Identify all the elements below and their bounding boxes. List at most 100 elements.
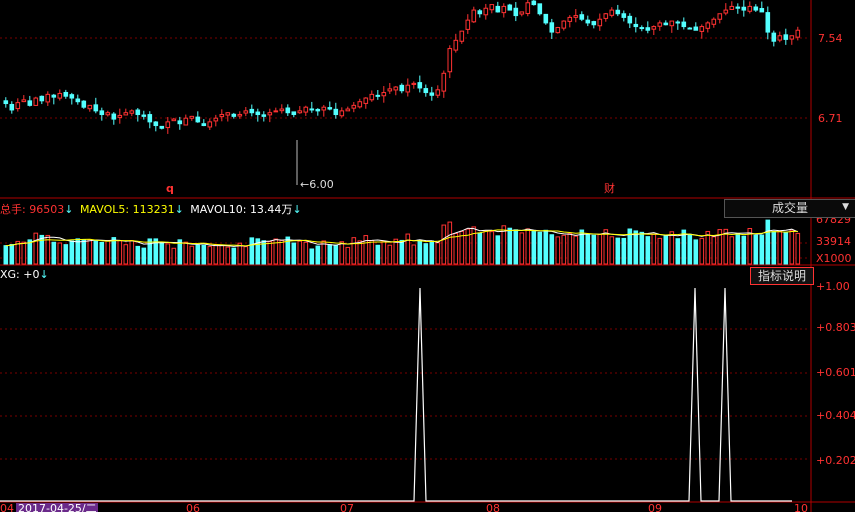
candle-body [297, 110, 303, 114]
candle-body [27, 100, 33, 106]
candle-body [123, 112, 129, 116]
volume-bar [573, 235, 579, 265]
volume-bar [783, 232, 789, 265]
candle-body [141, 114, 147, 117]
candle-body [699, 26, 705, 32]
candle-body [597, 18, 603, 27]
candle-body [339, 110, 345, 117]
volume-bar [465, 228, 471, 265]
candle-body [51, 94, 57, 98]
volume-bar [39, 234, 45, 265]
volume-bar [255, 238, 261, 265]
volume-bar [183, 241, 189, 265]
volume-bar [399, 239, 405, 265]
candle-body [501, 5, 507, 14]
candle-body [645, 27, 651, 31]
volume-bar [489, 231, 495, 265]
candle-body [513, 7, 519, 17]
candle-body [561, 20, 567, 29]
vol-tick-2: 33914 [816, 235, 851, 248]
volume-bar [21, 241, 27, 265]
candle-body [63, 91, 69, 97]
candle-body [795, 29, 801, 38]
candle-body [465, 19, 471, 30]
help-button-label: 指标说明 [757, 269, 806, 283]
volume-bar [111, 237, 117, 265]
volume-bar [441, 224, 447, 265]
candle-body [453, 39, 459, 51]
volume-bar [99, 241, 105, 265]
selector-label: 成交量 [771, 201, 808, 215]
mavol10-value: 13.44万 [249, 203, 293, 216]
volume-bar [609, 236, 615, 265]
volume-bar [483, 230, 489, 265]
candle-body [585, 19, 591, 24]
volume-bar [453, 232, 459, 265]
volume-bar [225, 246, 231, 265]
event-marker-cai: 财 [604, 181, 615, 195]
candle-body [555, 26, 561, 34]
candle-body [417, 82, 423, 89]
candle-body [483, 7, 489, 16]
volume-bar [309, 248, 315, 265]
volume-bar [75, 238, 81, 265]
volume-bar [537, 231, 543, 265]
candle-body [435, 89, 441, 96]
candle-body [387, 88, 393, 92]
arrow-down-icon: ↓ [64, 203, 74, 216]
candle-body [675, 21, 681, 24]
volume-bar [657, 237, 663, 265]
candle-body [273, 110, 279, 113]
candle-body [255, 111, 261, 116]
candle-body [69, 94, 75, 99]
volume-bar [543, 229, 549, 265]
candle-body [93, 104, 99, 112]
candle-body [225, 112, 231, 116]
candle-body [345, 108, 351, 112]
volume-bar [243, 246, 249, 265]
signal-spikes [0, 287, 792, 502]
candle-body [309, 108, 315, 111]
candle-body [111, 113, 117, 120]
volume-bar [711, 236, 717, 265]
candle-body [711, 18, 717, 25]
candle-body [87, 104, 93, 110]
candle-body [183, 117, 189, 126]
volume-bar [231, 247, 237, 265]
volume-bar [141, 247, 147, 265]
volume-bar [105, 239, 111, 265]
indicator-selector[interactable]: 成交量 ▼ [724, 199, 855, 218]
candle-body [459, 30, 465, 42]
candle-body [735, 6, 741, 9]
candle-body [759, 8, 765, 13]
volume-bar [237, 242, 243, 265]
candle-body [279, 108, 285, 112]
candle-body [423, 88, 429, 94]
candle-body [687, 27, 693, 30]
candle-body [393, 86, 399, 91]
candle-body [507, 4, 513, 11]
xg-tick-3: +0.601 [816, 366, 855, 379]
candle-body [369, 93, 375, 101]
candle-body [681, 21, 687, 28]
volume-bar [699, 237, 705, 265]
volume-bar [57, 242, 63, 265]
candle-body [231, 113, 237, 117]
candle-body [135, 109, 141, 116]
volume-bar [345, 246, 351, 265]
volume-bar [675, 238, 681, 265]
price-tick-2: 6.71 [818, 112, 843, 125]
volume-bar [9, 244, 15, 265]
volume-bar [87, 239, 93, 265]
volume-bar [201, 244, 207, 265]
indicator-help-button[interactable]: 指标说明 [750, 267, 814, 285]
volume-bar [753, 234, 759, 265]
volume-bar [423, 243, 429, 265]
candle-body [477, 10, 483, 15]
candle-body [627, 15, 633, 24]
xg-value: +0 [23, 268, 40, 281]
candle-body [729, 5, 735, 10]
volume-bar [327, 244, 333, 265]
volume-bar [315, 245, 321, 265]
volume-bar [411, 244, 417, 265]
